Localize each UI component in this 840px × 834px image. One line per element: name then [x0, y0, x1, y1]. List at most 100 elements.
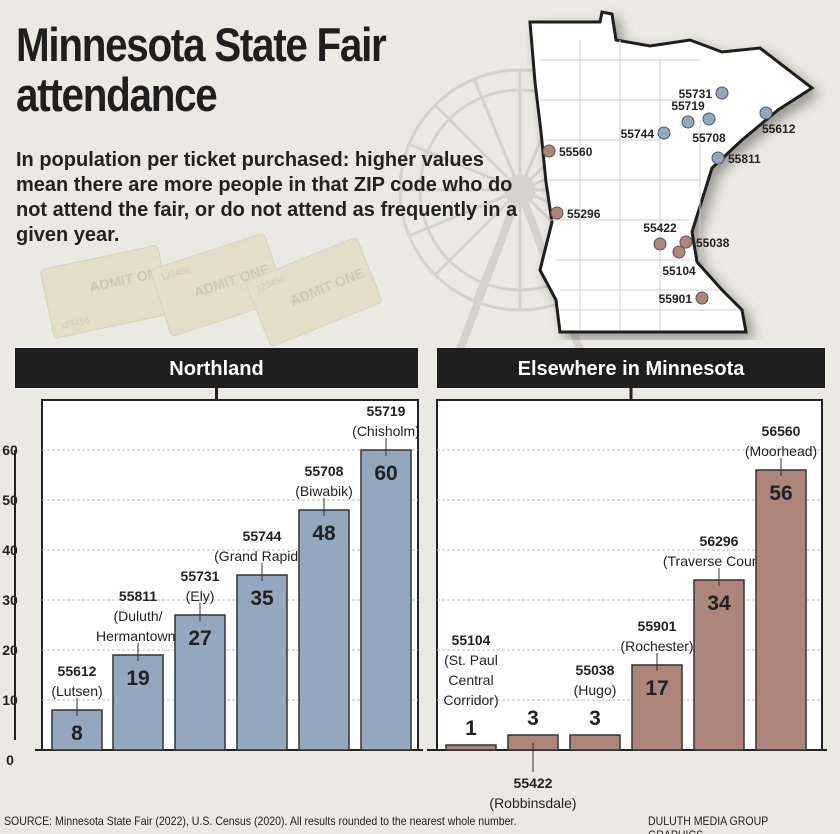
zip-label: 55719 — [367, 403, 406, 419]
place-label: (Rochester) — [620, 638, 693, 654]
map-point-55038 — [679, 235, 693, 249]
y-tick-label: 40 — [2, 542, 18, 558]
county-lines — [540, 40, 740, 330]
bar — [445, 744, 497, 751]
map-point-55719 — [681, 115, 695, 129]
place-label: (Grand Rapids) — [214, 548, 310, 564]
map-point-55104 — [672, 245, 686, 259]
place-label: (Biwabik) — [295, 483, 353, 499]
map-point-55708 — [702, 112, 716, 126]
map-label: 55296 — [567, 207, 601, 221]
place-label: (Ely) — [186, 588, 215, 604]
zip-label: 56296 — [700, 533, 739, 549]
zip-label: 55038 — [576, 662, 615, 678]
spoke — [408, 142, 521, 192]
place-label: (Chisholm) — [352, 423, 420, 439]
zip-label: 55731 — [181, 568, 220, 584]
spoke — [472, 78, 522, 191]
bar-group-55719: 60 55719 (Chisholm) — [352, 403, 420, 751]
place-label: (St. Paul — [444, 652, 498, 668]
place-label: Hermantown) — [96, 628, 180, 644]
bar — [755, 469, 807, 751]
map-point-55296 — [550, 206, 564, 220]
spoke — [472, 189, 522, 302]
map-label: 55811 — [728, 152, 761, 166]
bar — [236, 574, 288, 751]
spoke — [434, 104, 522, 192]
y-tick-label: 20 — [2, 642, 18, 658]
bar — [631, 664, 683, 751]
zip-label: 55104 — [452, 632, 491, 648]
bar-group-55901: 17 55901 (Rochester) — [620, 618, 694, 751]
y-tick-label: 60 — [2, 442, 18, 458]
bar-group-56560: 56 56560 (Moorhead) — [745, 423, 817, 751]
value-label: 34 — [707, 592, 731, 615]
zip-label: 55708 — [305, 463, 344, 479]
bar-group-55612: 8 55612 (Lutsen) — [51, 663, 103, 751]
spoke — [408, 188, 521, 238]
panel-header — [15, 348, 418, 388]
place-label: (Duluth/ — [113, 608, 162, 624]
bar-group-55104: 1 55104 (St. Paul Central Corridor) — [443, 632, 499, 751]
place-label: (Hugo) — [574, 682, 617, 698]
place-label: (Lutsen) — [51, 683, 102, 699]
bar-group-55731: 27 55731 (Ely) — [174, 568, 226, 751]
value-label: 8 — [71, 722, 83, 745]
bar-group-55811: 19 55811 (Duluth/Hermantown) — [96, 588, 180, 751]
bar-group-55708: 48 55708 (Biwabik) — [295, 463, 353, 751]
bar — [693, 579, 745, 751]
value-label: 19 — [126, 667, 149, 690]
y-tick-label: 0 — [6, 752, 14, 768]
bar — [360, 449, 412, 751]
panel-header — [437, 348, 825, 388]
value-label: 17 — [645, 677, 668, 700]
map-label: 55038 — [696, 236, 730, 250]
place-label: (Moorhead) — [745, 443, 817, 459]
panel-title: Northland — [169, 358, 263, 380]
chart-panel-northland: Northland 8 55612 (Lutsen) 19 55811 (Duluth/He… — [15, 348, 423, 751]
map-point-55731 — [715, 86, 729, 100]
bar — [569, 734, 621, 751]
y-tick-label: 30 — [2, 592, 18, 608]
bar — [112, 654, 164, 751]
minnesota-outline — [528, 10, 815, 334]
bar-group-56296: 34 56296 (Traverse County) — [663, 533, 775, 751]
map-point-55811 — [711, 151, 725, 165]
map-point-55744 — [657, 126, 671, 140]
zip-label: 55612 — [58, 663, 97, 679]
spoke — [434, 188, 522, 276]
subtitle: In population per ticket purchased: high… — [16, 149, 518, 246]
value-label: 1 — [465, 717, 477, 740]
map-label: 55612 — [762, 122, 796, 136]
value-label: 3 — [527, 707, 539, 730]
value-label: 48 — [312, 522, 336, 545]
bar-group-55038: 3 55038 (Hugo) — [569, 662, 621, 751]
chart-panel-elsewhere: Elsewhere in Minnesota 1 55104 (St. Paul Cen… — [427, 348, 827, 811]
zip-label: 55811 — [119, 588, 157, 604]
page-title: Minnesota State Fair attendance — [16, 18, 387, 121]
panel-title: Elsewhere in Minnesota — [518, 358, 746, 380]
source-note: SOURCE: Minnesota State Fair (2022), U.S… — [4, 814, 517, 828]
map-point-55901 — [695, 291, 709, 305]
map-label: 55708 — [692, 131, 726, 145]
place-label: Central — [448, 672, 493, 688]
map-label: 55560 — [559, 145, 593, 159]
credit: DULUTH MEDIA GROUP GRAPHICS — [648, 814, 769, 834]
value-label: 60 — [374, 462, 397, 485]
map-point-55422 — [653, 237, 667, 251]
value-label: 3 — [589, 707, 601, 730]
map-label: 55719 — [671, 99, 705, 113]
place-label: (Robbinsdale) — [489, 795, 576, 811]
map-point-55560 — [542, 144, 556, 158]
bar — [298, 509, 350, 751]
ticket-illustrations: ADMIT ONE 123456 ADMIT ONE 123456 ADMIT … — [40, 233, 382, 347]
bar-group-55422: 3 55422 (Robbinsdale) — [489, 707, 576, 811]
map-point-55612 — [759, 106, 773, 120]
value-label: 27 — [188, 627, 211, 650]
place-label: Corridor) — [443, 692, 498, 708]
map-label: 55731 — [679, 87, 713, 101]
